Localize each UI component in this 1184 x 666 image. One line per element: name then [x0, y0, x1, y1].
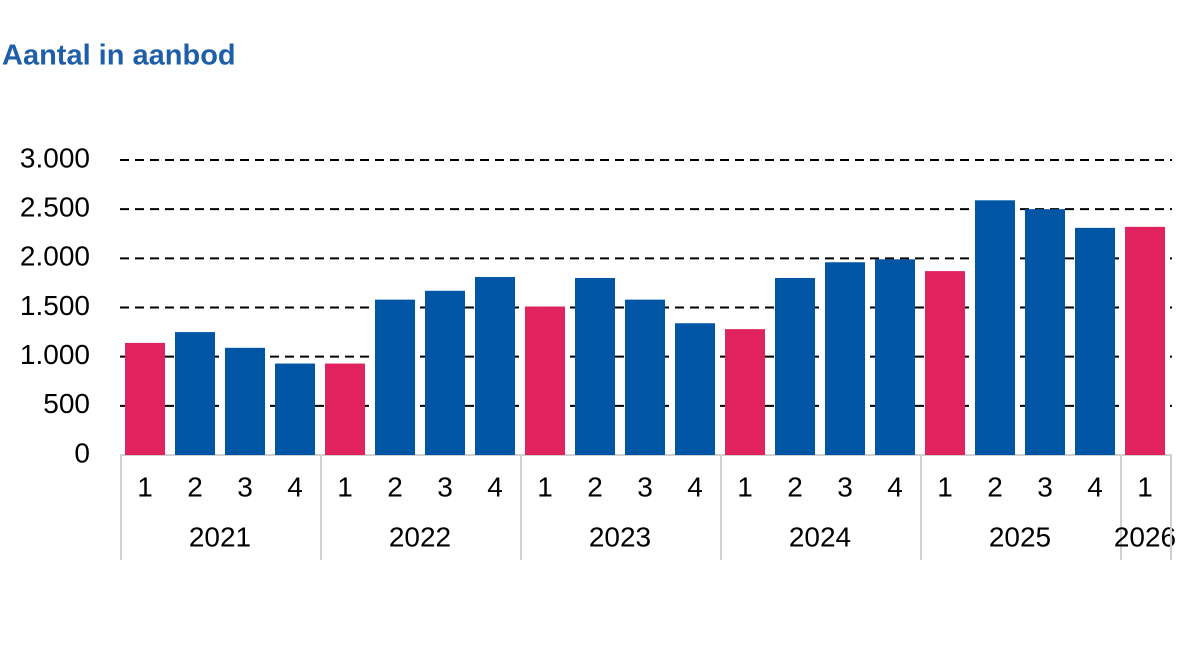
group-label: 2024 [789, 521, 851, 552]
x-tick-label: 1 [937, 471, 953, 502]
x-tick-label: 4 [1087, 471, 1103, 502]
y-tick-label: 2.500 [20, 192, 90, 223]
bar [225, 347, 265, 455]
y-tick-label: 1.000 [20, 339, 90, 370]
bar [625, 299, 665, 455]
y-tick-label: 2.000 [20, 241, 90, 272]
x-tick-label: 4 [287, 471, 303, 502]
bar [525, 306, 565, 455]
x-tick-label: 2 [987, 471, 1003, 502]
x-tick-label: 2 [187, 471, 203, 502]
x-tick-label: 3 [237, 471, 253, 502]
x-tick-label: 1 [737, 471, 753, 502]
bar [975, 200, 1015, 455]
x-tick-label: 2 [387, 471, 403, 502]
group-label: 2025 [989, 521, 1051, 552]
group-label: 2023 [589, 521, 651, 552]
chart-title: Aantal in aanbod [2, 40, 236, 72]
bar [875, 259, 915, 455]
bar [425, 290, 465, 455]
x-tick-label: 1 [537, 471, 553, 502]
x-tick-label: 2 [587, 471, 603, 502]
y-tick-label: 0 [74, 437, 90, 468]
x-tick-label: 3 [637, 471, 653, 502]
group-label: 2022 [389, 521, 451, 552]
x-tick-label: 3 [437, 471, 453, 502]
x-tick-label: 1 [337, 471, 353, 502]
x-tick-label: 4 [887, 471, 903, 502]
bar [275, 363, 315, 455]
y-tick-label: 3.000 [20, 142, 90, 173]
bar [125, 342, 165, 455]
bar [175, 332, 215, 455]
bar [775, 278, 815, 455]
bar [325, 363, 365, 455]
bar [575, 278, 615, 455]
bar [675, 323, 715, 455]
bar [925, 271, 965, 455]
x-tick-label: 2 [787, 471, 803, 502]
x-tick-label: 4 [487, 471, 503, 502]
bar [475, 277, 515, 455]
x-tick-label: 3 [1037, 471, 1053, 502]
group-label: 2026 [1114, 521, 1176, 552]
bar [1125, 226, 1165, 455]
x-tick-label: 4 [687, 471, 703, 502]
bar [825, 262, 865, 455]
x-tick-label: 3 [837, 471, 853, 502]
group-label: 2021 [189, 521, 251, 552]
bar [725, 329, 765, 455]
bar [375, 299, 415, 455]
x-tick-label: 1 [137, 471, 153, 502]
bar [1075, 227, 1115, 455]
y-tick-label: 1.500 [20, 290, 90, 321]
bar [1025, 209, 1065, 455]
x-tick-label: 1 [1137, 471, 1153, 502]
y-tick-label: 500 [43, 388, 90, 419]
